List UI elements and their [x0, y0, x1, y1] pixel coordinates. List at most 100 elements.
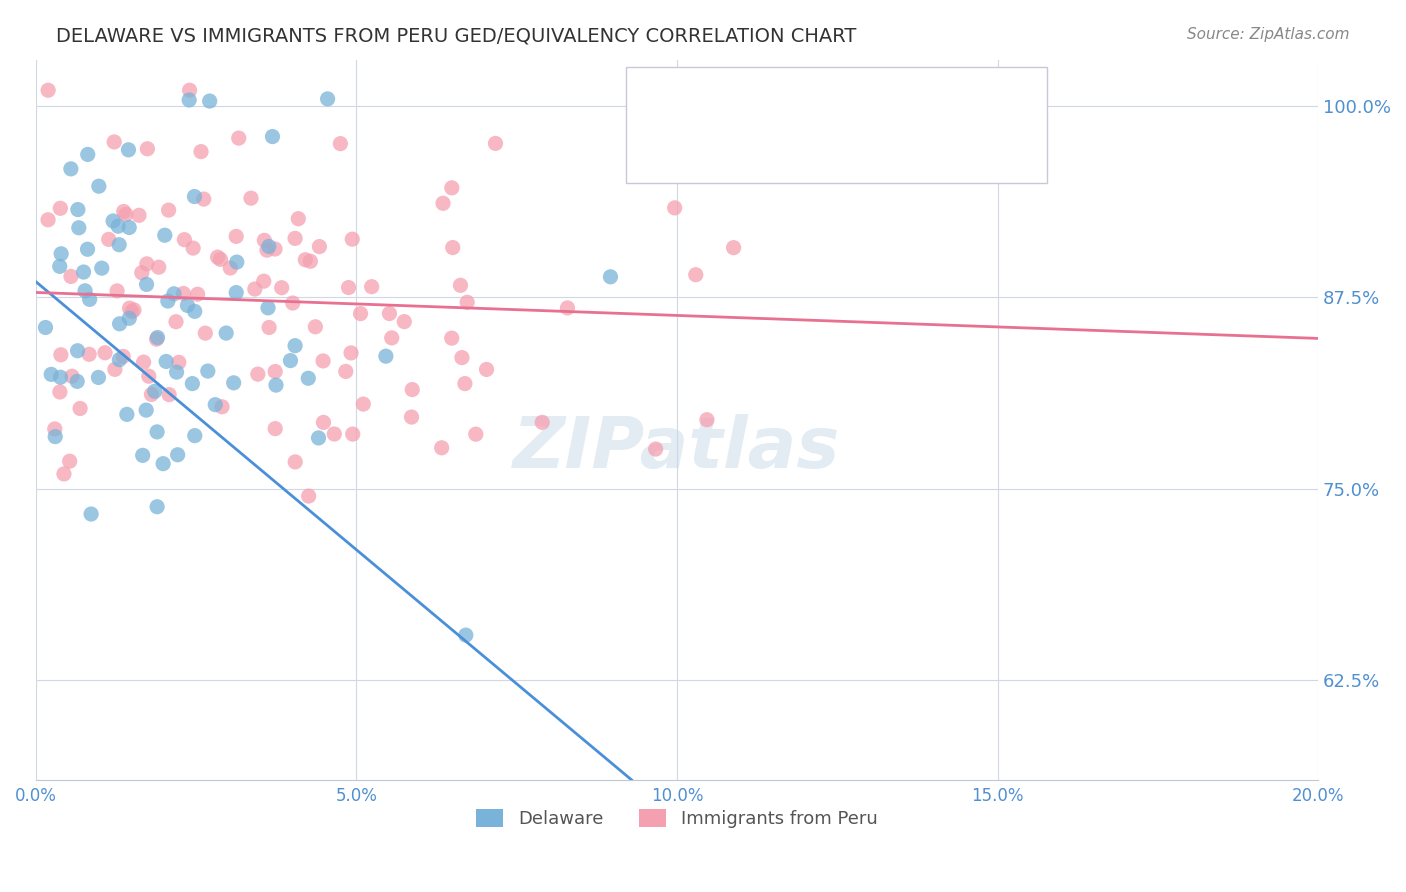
- Immigrants from Peru: [256, 243, 278, 257]
- Immigrants from Peru: [49, 348, 72, 362]
- Immigrants from Peru: [136, 142, 159, 156]
- Immigrants from Peru: [253, 233, 276, 247]
- Immigrants from Peru: [451, 351, 474, 365]
- Immigrants from Peru: [337, 280, 360, 294]
- Immigrants from Peru: [294, 252, 316, 267]
- Immigrants from Peru: [644, 442, 666, 456]
- Delaware: [176, 298, 198, 312]
- Immigrants from Peru: [135, 257, 157, 271]
- Immigrants from Peru: [342, 232, 364, 246]
- Immigrants from Peru: [187, 287, 209, 301]
- Delaware: [308, 431, 330, 445]
- Delaware: [262, 129, 284, 144]
- Delaware: [166, 448, 188, 462]
- Immigrants from Peru: [118, 301, 141, 315]
- Immigrants from Peru: [77, 347, 100, 361]
- Immigrants from Peru: [37, 83, 59, 97]
- Immigrants from Peru: [287, 211, 309, 226]
- Immigrants from Peru: [664, 201, 686, 215]
- Delaware: [48, 260, 70, 274]
- Immigrants from Peru: [281, 296, 304, 310]
- Immigrants from Peru: [243, 282, 266, 296]
- Immigrants from Peru: [122, 302, 145, 317]
- Immigrants from Peru: [270, 281, 292, 295]
- Immigrants from Peru: [335, 364, 357, 378]
- Delaware: [79, 293, 101, 307]
- Immigrants from Peru: [557, 301, 579, 315]
- Delaware: [108, 317, 131, 331]
- Immigrants from Peru: [312, 354, 335, 368]
- Immigrants from Peru: [360, 279, 382, 293]
- Immigrants from Peru: [432, 196, 454, 211]
- Immigrants from Peru: [172, 286, 194, 301]
- Delaware: [90, 261, 112, 276]
- Immigrants from Peru: [440, 181, 463, 195]
- Delaware: [215, 326, 238, 340]
- Immigrants from Peru: [145, 332, 167, 346]
- Immigrants from Peru: [456, 295, 478, 310]
- Immigrants from Peru: [308, 239, 330, 253]
- Delaware: [44, 429, 66, 443]
- Immigrants from Peru: [441, 241, 464, 255]
- Immigrants from Peru: [138, 369, 160, 384]
- Text: R =  -0.317   N =   68: R = -0.317 N = 68: [690, 91, 901, 110]
- Immigrants from Peru: [190, 145, 212, 159]
- Text: ZIPatlas: ZIPatlas: [513, 414, 841, 483]
- Immigrants from Peru: [148, 260, 170, 275]
- Immigrants from Peru: [60, 369, 83, 384]
- Delaware: [72, 265, 94, 279]
- Immigrants from Peru: [349, 307, 371, 321]
- Delaware: [222, 376, 245, 390]
- Immigrants from Peru: [103, 135, 125, 149]
- Immigrants from Peru: [37, 212, 59, 227]
- Delaware: [316, 92, 339, 106]
- Text: Source: ZipAtlas.com: Source: ZipAtlas.com: [1187, 27, 1350, 42]
- Immigrants from Peru: [131, 266, 153, 280]
- Delaware: [39, 368, 62, 382]
- Delaware: [204, 398, 226, 412]
- Delaware: [146, 500, 169, 514]
- Delaware: [49, 247, 72, 261]
- Delaware: [156, 294, 179, 309]
- Immigrants from Peru: [298, 489, 321, 503]
- Immigrants from Peru: [685, 268, 707, 282]
- Immigrants from Peru: [246, 367, 269, 381]
- Delaware: [80, 507, 103, 521]
- Immigrants from Peru: [165, 315, 187, 329]
- Delaware: [257, 239, 280, 253]
- Immigrants from Peru: [394, 315, 416, 329]
- Delaware: [108, 237, 131, 252]
- Delaware: [297, 371, 319, 385]
- Immigrants from Peru: [723, 241, 745, 255]
- Delaware: [59, 161, 82, 176]
- Immigrants from Peru: [378, 307, 401, 321]
- Immigrants from Peru: [112, 204, 135, 219]
- Immigrants from Peru: [209, 252, 232, 267]
- Delaware: [76, 147, 98, 161]
- Delaware: [87, 370, 110, 384]
- Immigrants from Peru: [475, 362, 498, 376]
- Delaware: [66, 202, 89, 217]
- Delaware: [184, 428, 207, 442]
- Immigrants from Peru: [59, 454, 82, 468]
- Immigrants from Peru: [193, 192, 215, 206]
- Immigrants from Peru: [94, 345, 117, 359]
- Immigrants from Peru: [69, 401, 91, 416]
- Delaware: [135, 403, 157, 417]
- Delaware: [131, 448, 153, 462]
- Immigrants from Peru: [179, 83, 201, 97]
- Immigrants from Peru: [173, 233, 195, 247]
- Delaware: [166, 365, 188, 379]
- Delaware: [280, 353, 302, 368]
- Legend: Delaware, Immigrants from Peru: Delaware, Immigrants from Peru: [470, 802, 884, 836]
- Delaware: [225, 255, 247, 269]
- Immigrants from Peru: [264, 242, 287, 256]
- Immigrants from Peru: [342, 427, 364, 442]
- Immigrants from Peru: [240, 191, 263, 205]
- Immigrants from Peru: [264, 422, 287, 436]
- Delaware: [118, 311, 141, 326]
- Immigrants from Peru: [194, 326, 217, 341]
- Immigrants from Peru: [97, 232, 120, 246]
- Immigrants from Peru: [112, 350, 135, 364]
- Immigrants from Peru: [264, 365, 287, 379]
